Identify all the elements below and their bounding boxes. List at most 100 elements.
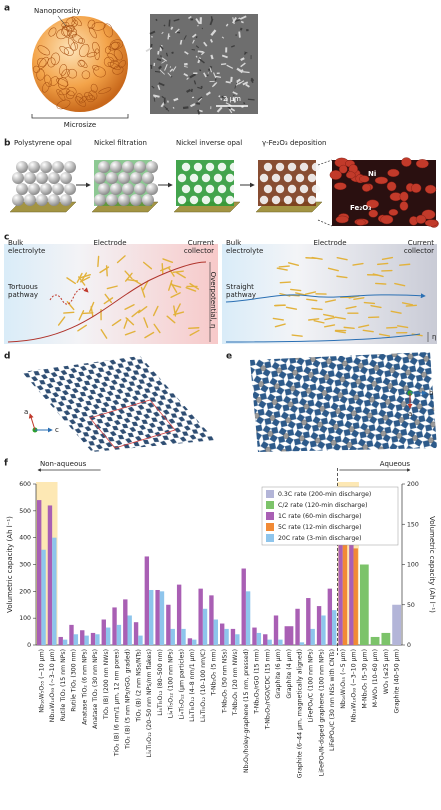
pore bbox=[91, 21, 106, 31]
sphere bbox=[122, 183, 134, 195]
x-tick-label: Nb₁₆W₅O₅₅ (~5 µm) bbox=[340, 649, 347, 709]
flake bbox=[149, 30, 156, 35]
pore bbox=[86, 94, 95, 103]
x-tick-label: LiFePO₄/C (100 nm NPs) bbox=[308, 649, 315, 723]
x-tick-label: Rutile TiO₂ (15 nm NPs) bbox=[60, 649, 67, 721]
panel-label: d bbox=[4, 352, 10, 362]
flake bbox=[156, 58, 162, 62]
bar bbox=[155, 589, 160, 645]
x-tick-label: Graphite (40–50 µm) bbox=[394, 649, 401, 714]
pore bbox=[66, 87, 77, 96]
pore bbox=[92, 41, 100, 54]
pore bbox=[71, 16, 82, 26]
zoom-lines bbox=[317, 159, 333, 227]
legend-box bbox=[261, 486, 399, 546]
particle bbox=[170, 283, 182, 288]
label: Bulk bbox=[8, 239, 24, 247]
particle bbox=[345, 305, 357, 310]
sphere bbox=[16, 161, 28, 173]
flake bbox=[211, 82, 217, 88]
flake bbox=[199, 17, 202, 25]
particle bbox=[144, 331, 155, 339]
label: Tortuous bbox=[7, 283, 38, 291]
bar bbox=[187, 638, 193, 645]
flake bbox=[205, 91, 211, 96]
particle bbox=[124, 304, 135, 310]
flake bbox=[216, 72, 220, 74]
sphere bbox=[283, 173, 293, 183]
flake bbox=[240, 20, 244, 24]
pore bbox=[92, 65, 100, 71]
flake bbox=[184, 50, 189, 55]
x-tick-label: TiO₂ (B) (6 nm/1 µm, 12 nm pores) bbox=[114, 649, 121, 757]
bar bbox=[220, 623, 225, 645]
step-title: Polystyrene opal bbox=[14, 139, 72, 147]
sphere bbox=[217, 184, 227, 194]
fe2o3-grain bbox=[335, 215, 349, 224]
flake bbox=[213, 72, 217, 79]
pore bbox=[79, 95, 88, 104]
bar bbox=[327, 588, 333, 645]
flake bbox=[243, 52, 247, 55]
bar bbox=[133, 622, 139, 645]
flake bbox=[197, 24, 199, 27]
particle bbox=[381, 256, 394, 261]
leader bbox=[57, 15, 67, 27]
bar bbox=[267, 639, 272, 645]
sphere bbox=[295, 195, 305, 205]
panel-c: c Bulk electrolyte Electrode Current col… bbox=[4, 233, 437, 344]
flake bbox=[161, 95, 165, 99]
sphere bbox=[259, 195, 269, 205]
panel-label: b bbox=[4, 139, 11, 149]
x-tick-label: T-Nb₂O₅/rGO/CDC (15 nm) bbox=[264, 649, 271, 730]
sphere bbox=[213, 173, 223, 183]
bar bbox=[392, 604, 401, 645]
sphere bbox=[271, 173, 281, 183]
bar bbox=[95, 634, 100, 645]
legend-label: 5C rate (12-min discharge) bbox=[278, 524, 361, 531]
flake bbox=[154, 70, 161, 73]
y-tick-label: 200 bbox=[19, 588, 31, 595]
label: Ni bbox=[368, 170, 376, 178]
x-tick-label: LiFePO₄/C (30 nm NSs with CNTs) bbox=[329, 649, 336, 751]
particle bbox=[188, 327, 200, 330]
pore bbox=[65, 90, 75, 100]
sphere bbox=[12, 172, 24, 184]
y2-tick-label: 100 bbox=[407, 562, 419, 569]
flake bbox=[216, 106, 223, 113]
particle bbox=[287, 262, 300, 267]
particle bbox=[104, 293, 113, 304]
flake bbox=[250, 79, 254, 84]
cell bbox=[4, 244, 218, 344]
pore bbox=[37, 57, 47, 67]
flake bbox=[242, 71, 250, 74]
flake bbox=[159, 45, 164, 50]
flake bbox=[191, 96, 195, 99]
fe2o3-grain bbox=[415, 159, 429, 169]
pore bbox=[63, 25, 75, 31]
particle bbox=[386, 326, 398, 329]
legend-swatch bbox=[266, 523, 274, 531]
pore bbox=[48, 27, 57, 37]
sphere bbox=[122, 161, 134, 173]
flake bbox=[214, 78, 217, 81]
scale-label: 2 µm bbox=[223, 95, 241, 103]
particle bbox=[401, 302, 414, 306]
particle bbox=[327, 267, 339, 272]
bar bbox=[176, 584, 182, 645]
sphere bbox=[217, 162, 227, 172]
flake bbox=[198, 58, 205, 64]
bar bbox=[37, 500, 42, 645]
y-tick-label: 400 bbox=[19, 535, 31, 542]
flake bbox=[165, 52, 169, 57]
flake bbox=[235, 34, 238, 36]
flake bbox=[225, 102, 232, 107]
y2-tick-label: 50 bbox=[407, 602, 415, 609]
flake bbox=[193, 80, 197, 85]
fe2o3-grain bbox=[399, 191, 409, 202]
sphere bbox=[146, 161, 158, 173]
x-tick-label: Graphite (6 µm) bbox=[275, 649, 282, 699]
x-tick-label: LiFePO₄/N-doped graphene (100 nm NPs) bbox=[318, 649, 325, 776]
particle bbox=[323, 313, 335, 318]
fe2o3-grain bbox=[355, 219, 366, 226]
